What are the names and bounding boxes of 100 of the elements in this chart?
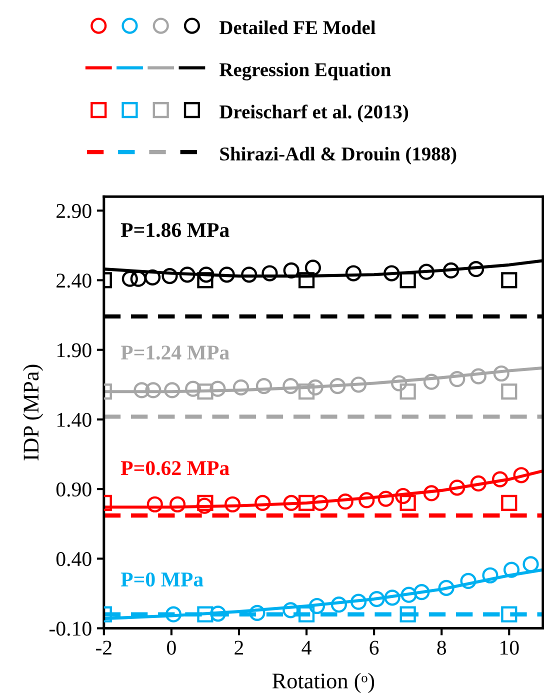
x-tick-label: 4 — [302, 640, 312, 655]
point — [179, 266, 196, 283]
point — [503, 562, 520, 578]
point — [312, 494, 328, 512]
point — [395, 488, 412, 504]
point — [368, 590, 385, 608]
point — [197, 606, 214, 622]
y-tick-label: 2.40 — [56, 274, 92, 288]
annotation: P=0.62 MPa — [120, 461, 230, 476]
point — [169, 496, 186, 512]
point — [460, 572, 476, 589]
point — [144, 269, 161, 286]
point — [304, 260, 321, 276]
point — [298, 494, 315, 512]
point — [391, 375, 408, 392]
point — [249, 604, 266, 622]
point — [470, 475, 486, 492]
point — [298, 384, 315, 400]
point — [438, 580, 454, 596]
point — [224, 496, 241, 512]
x-tick-label: 8 — [437, 640, 446, 655]
point — [400, 272, 416, 288]
point — [210, 606, 226, 622]
point — [400, 586, 417, 603]
legend-label: Detailed FE Model — [220, 20, 376, 34]
point — [468, 261, 484, 278]
point — [134, 382, 150, 398]
y-tick-label: 0.40 — [56, 552, 92, 566]
point — [210, 380, 226, 397]
point — [423, 485, 440, 502]
point — [522, 556, 539, 572]
point — [492, 471, 508, 488]
legend-label: Dreischarf et al. (2013) — [220, 104, 408, 122]
point — [122, 270, 138, 287]
point — [262, 265, 278, 282]
point — [400, 384, 416, 400]
y-tick-label: 1.90 — [57, 343, 92, 358]
point — [482, 567, 498, 584]
point — [513, 467, 530, 484]
point — [283, 262, 300, 279]
x-axis-title: Rotation (ᵒ) — [272, 672, 374, 694]
point — [197, 494, 214, 512]
point — [384, 265, 400, 282]
point — [282, 378, 299, 394]
point — [283, 494, 300, 512]
point — [256, 378, 272, 394]
x-tick-label: 0 — [167, 640, 176, 655]
point — [198, 266, 214, 283]
x-tick-label: -2 — [96, 640, 112, 655]
point — [470, 368, 486, 384]
point — [350, 594, 367, 610]
point — [197, 384, 214, 400]
y-tick-label: 1.40 — [57, 412, 92, 427]
point — [501, 494, 518, 512]
point — [164, 382, 180, 398]
y-tick-label: -0.10 — [49, 622, 92, 636]
y-tick-label: 0.90 — [56, 482, 92, 497]
point — [308, 598, 326, 614]
legend-label: Regression Equation — [220, 62, 391, 80]
point — [241, 266, 258, 283]
annotation: P=1.24 MPa — [120, 346, 230, 360]
y-tick-label: 2.90 — [56, 204, 92, 218]
point — [443, 262, 460, 279]
annotation: P=1.86 MPa — [120, 223, 230, 238]
point — [423, 374, 440, 390]
point — [146, 496, 163, 512]
point — [232, 379, 250, 396]
point — [350, 376, 367, 393]
point — [307, 379, 324, 396]
point — [384, 590, 400, 606]
point — [501, 272, 518, 288]
point — [400, 606, 416, 622]
point — [298, 606, 315, 622]
point — [254, 494, 271, 512]
point — [449, 371, 466, 388]
point — [501, 384, 518, 400]
x-tick-label: 2 — [234, 640, 244, 655]
point — [162, 268, 178, 284]
legend-label: Shirazi-Adl & Drouin (1988) — [220, 146, 456, 164]
point — [298, 272, 315, 288]
annotation: P=0 MPa — [120, 572, 204, 587]
point — [501, 606, 518, 622]
point — [330, 378, 346, 394]
point — [218, 266, 235, 283]
point — [418, 264, 434, 280]
point — [330, 596, 347, 613]
x-tick-label: 6 — [370, 640, 379, 655]
point — [282, 602, 299, 618]
x-tick-label: 10 — [500, 640, 519, 655]
point — [358, 492, 375, 508]
y-axis-title: IDP (MPa) — [22, 364, 44, 460]
point — [197, 272, 214, 288]
point — [345, 265, 362, 282]
point — [378, 490, 394, 507]
point — [165, 606, 182, 622]
point — [493, 365, 510, 382]
point — [337, 494, 354, 510]
point — [449, 480, 466, 496]
point — [130, 270, 146, 287]
point — [400, 494, 416, 512]
